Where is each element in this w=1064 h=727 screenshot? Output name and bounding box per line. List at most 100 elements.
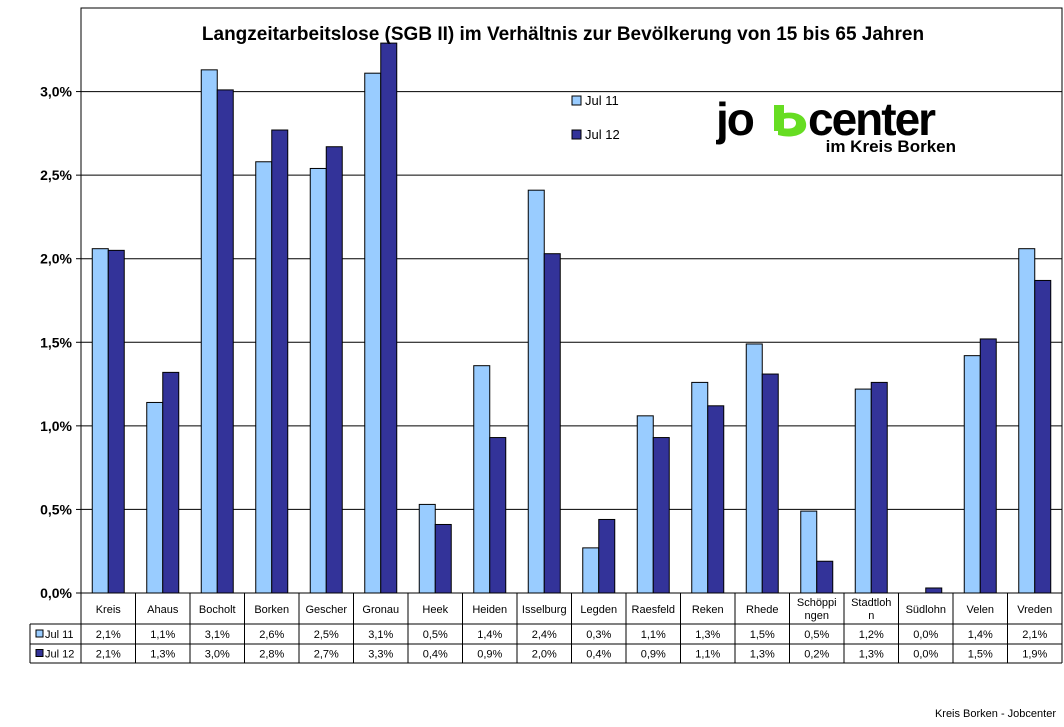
logo-b-bowl xyxy=(778,112,807,137)
table-cell: 2,0% xyxy=(532,649,557,661)
table-cell: 1,5% xyxy=(968,649,993,661)
y-tick-label: 3,0% xyxy=(40,84,72,100)
table-cell: 0,5% xyxy=(423,629,448,641)
table-cell: 1,4% xyxy=(968,629,993,641)
table-cell: 1,3% xyxy=(150,649,175,661)
data-table: Kreis Ahaus Bocholt Borken Gescher Gronau Heek… xyxy=(29,593,1063,664)
legend-label: Jul 11 xyxy=(585,93,619,108)
bar-jul12 xyxy=(979,338,997,594)
y-tick-label: 2,5% xyxy=(40,167,72,183)
category-label: Gronau xyxy=(362,604,399,616)
bar-jul12 xyxy=(598,518,616,594)
category-label: Kreis xyxy=(96,604,122,616)
y-tick-label: 0,5% xyxy=(40,501,72,517)
bar-jul12 xyxy=(216,89,234,594)
bar-jul12 xyxy=(816,560,834,594)
y-tick-label: 2,0% xyxy=(40,251,72,267)
bar-jul12 xyxy=(543,253,561,594)
table-cell: 2,1% xyxy=(96,629,121,641)
logo-text-center: center xyxy=(808,95,936,145)
category-label: Heiden xyxy=(472,604,507,616)
table-cell: 1,1% xyxy=(641,629,666,641)
bar-jul12 xyxy=(707,405,725,594)
bar-jul11 xyxy=(745,343,763,594)
bar-jul12 xyxy=(380,42,398,594)
bar-jul12 xyxy=(761,373,779,594)
bar-jul11 xyxy=(364,72,382,594)
gridlines xyxy=(81,91,1062,510)
bar-jul11 xyxy=(200,69,218,594)
table-cell: 1,9% xyxy=(1022,649,1047,661)
table-cell: 0,0% xyxy=(913,649,938,661)
category-label: Ahaus xyxy=(147,604,179,616)
table-cell: 0,4% xyxy=(586,649,611,661)
footer-credit: Kreis Borken - Jobcenter xyxy=(935,708,1056,720)
category-label: Velen xyxy=(966,604,994,616)
table-cell: 0,3% xyxy=(586,629,611,641)
category-label: Vreden xyxy=(1017,604,1052,616)
bars xyxy=(91,42,1052,594)
bar-jul12 xyxy=(870,381,888,594)
bar-jul11 xyxy=(1018,248,1036,594)
category-label: Heek xyxy=(422,604,448,616)
bar-jul12 xyxy=(1034,279,1052,594)
table-cell: 1,3% xyxy=(695,629,720,641)
bar-jul12 xyxy=(271,129,289,594)
category-label: Legden xyxy=(580,604,617,616)
chart-title: Langzeitarbeitslose (SGB II) im Verhältn… xyxy=(202,24,924,45)
bar-jul12 xyxy=(325,146,343,594)
table-cell: 2,1% xyxy=(1022,629,1047,641)
bar-jul11 xyxy=(582,547,600,594)
table-cell: 1,5% xyxy=(750,629,775,641)
bar-jul12 xyxy=(925,587,943,594)
category-label: ngen xyxy=(805,610,829,622)
table-cell: 1,1% xyxy=(695,649,720,661)
table-cell: 2,1% xyxy=(96,649,121,661)
category-label: n xyxy=(868,610,874,622)
legend-label: Jul 12 xyxy=(585,127,620,142)
bar-jul11 xyxy=(91,248,109,594)
legend-swatch xyxy=(571,95,582,106)
bar-jul12 xyxy=(489,437,507,594)
bar-jul12 xyxy=(107,249,125,594)
legend: Jul 11 Jul 12 xyxy=(571,93,620,142)
category-label: Rhede xyxy=(746,604,778,616)
logo-subtitle: im Kreis Borken xyxy=(826,137,956,156)
table-cell: 1,4% xyxy=(477,629,502,641)
legend-swatch xyxy=(571,129,582,140)
table-cell: 0,9% xyxy=(477,649,502,661)
table-cell: 0,9% xyxy=(641,649,666,661)
bar-jul11 xyxy=(691,381,709,594)
table-cell: 3,1% xyxy=(368,629,393,641)
table-cell: 3,3% xyxy=(368,649,393,661)
bar-jul12 xyxy=(162,371,180,594)
y-tick-label: 1,5% xyxy=(40,334,72,350)
jobcenter-logo: jo center im Kreis Borken xyxy=(716,95,956,156)
table-cell: 1,2% xyxy=(859,629,884,641)
table-cell: 2,5% xyxy=(314,629,339,641)
bar-jul11 xyxy=(418,503,436,594)
logo-text-jo: jo xyxy=(716,95,754,145)
table-cell: 0,0% xyxy=(913,629,938,641)
category-label: Schöppi xyxy=(797,597,837,609)
y-tick-label: 0,0% xyxy=(40,585,72,601)
bar-jul11 xyxy=(146,401,164,594)
category-label: Isselburg xyxy=(522,604,567,616)
table-cell: 0,5% xyxy=(804,629,829,641)
category-label: Stadtloh xyxy=(851,597,891,609)
bar-jul11 xyxy=(473,365,491,594)
table-legend-key xyxy=(35,629,44,638)
table-series-name: Jul 12 xyxy=(45,649,74,661)
bar-jul11 xyxy=(255,161,273,594)
category-label: Raesfeld xyxy=(632,604,675,616)
y-axis: 0,0% 0,5% 1,0% 1,5% 2,0% 2,5% 3,0% xyxy=(40,84,81,601)
category-label: Borken xyxy=(254,604,289,616)
table-cell: 3,1% xyxy=(205,629,230,641)
bar-jul11 xyxy=(309,167,327,594)
y-tick-label: 1,0% xyxy=(40,418,72,434)
category-label: Südlohn xyxy=(906,604,946,616)
table-legend-key xyxy=(35,649,44,657)
table-cell: 0,4% xyxy=(423,649,448,661)
bar-jul12 xyxy=(434,523,452,594)
table-cell: 1,1% xyxy=(150,629,175,641)
